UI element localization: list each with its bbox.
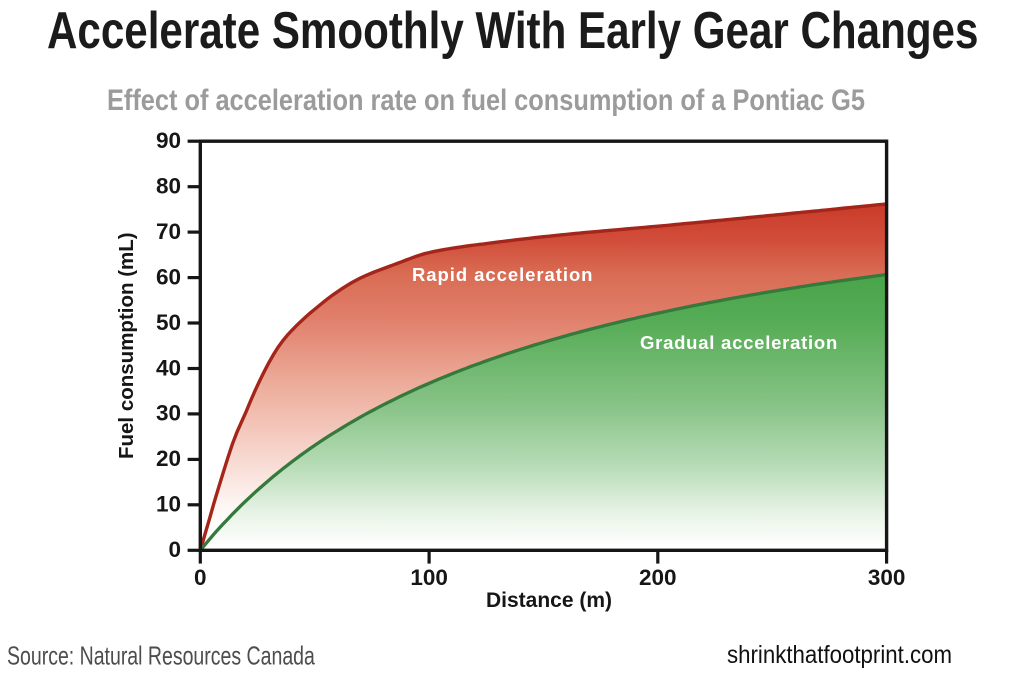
svg-text:200: 200 [639,565,677,590]
svg-text:Accelerate Smoothly With Early: Accelerate Smoothly With Early Gear Chan… [47,2,978,60]
svg-text:shrinkthatfootprint.com: shrinkthatfootprint.com [727,642,952,669]
svg-text:Distance (m): Distance (m) [486,589,612,612]
svg-text:300: 300 [868,565,906,590]
svg-text:20: 20 [156,446,181,471]
svg-text:0: 0 [168,537,181,562]
svg-text:10: 10 [156,492,181,517]
svg-text:Gradual acceleration: Gradual acceleration [640,332,838,353]
svg-text:40: 40 [156,355,181,380]
svg-text:80: 80 [156,174,181,199]
svg-text:Effect of acceleration rate on: Effect of acceleration rate on fuel cons… [107,83,865,116]
svg-text:Rapid acceleration: Rapid acceleration [412,264,593,285]
svg-text:100: 100 [410,565,448,590]
svg-text:Fuel consumption (mL): Fuel consumption (mL) [115,232,138,459]
svg-text:60: 60 [156,264,181,289]
svg-text:30: 30 [156,401,181,426]
svg-text:50: 50 [156,310,181,335]
svg-text:70: 70 [156,219,181,244]
svg-text:Source: Natural Resources Cana: Source: Natural Resources Canada [7,641,315,670]
svg-text:90: 90 [156,128,181,153]
svg-text:0: 0 [194,565,207,590]
